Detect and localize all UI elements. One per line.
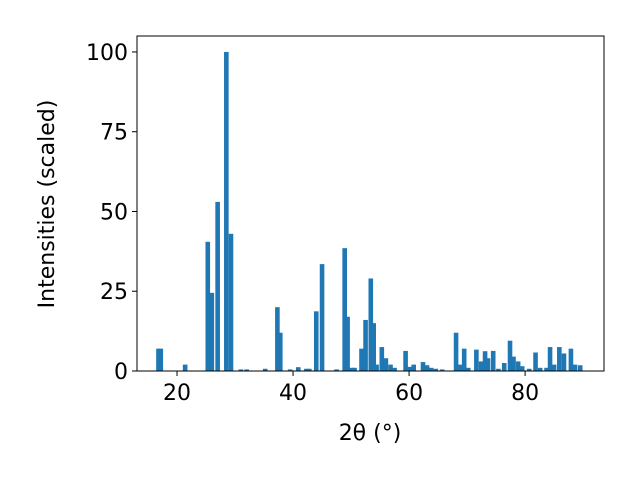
bar [519,366,525,371]
y-axis-label: Intensities (scaled) [35,100,60,309]
y-tick-label: 100 [86,41,128,66]
bar [368,278,374,371]
bar [482,351,488,371]
bar [277,332,283,371]
bar [533,352,538,371]
x-tick-label: 60 [395,381,423,406]
bar [461,348,467,371]
x-tick-label: 40 [279,381,307,406]
bar [420,362,426,371]
bar [349,367,354,371]
bar [224,51,229,371]
bar [306,368,312,371]
bar [490,350,496,371]
bar [515,361,521,371]
bar [304,368,309,371]
bar [352,367,357,371]
x-axis-label: 2θ (°) [339,421,402,446]
bar [287,369,293,371]
y-tick-label: 75 [100,121,128,146]
bar [511,356,516,371]
bar [363,319,368,371]
bar [403,350,408,371]
bar [319,264,325,371]
bar [557,347,562,371]
bar [209,292,215,371]
bar [359,348,364,371]
bar [345,316,350,371]
bar [465,367,471,371]
bar [215,201,220,371]
bar [544,367,549,371]
bar [182,364,188,371]
bar [561,353,567,371]
bar [501,363,507,371]
bar [439,369,445,371]
y-tick-label: 25 [100,280,128,305]
bar [526,368,532,371]
bar [496,368,501,371]
bar [244,369,249,371]
bar [537,367,543,371]
bar [547,347,553,371]
bar [568,348,574,371]
y-tick-label: 50 [100,200,128,225]
bar [379,347,385,371]
bar [158,348,164,371]
bar [507,340,513,371]
bar [478,361,484,371]
bar [342,248,347,371]
bar [228,233,234,371]
bar [485,358,491,371]
x-tick-label: 20 [163,381,191,406]
bar [572,364,578,371]
bar [428,367,434,371]
bar [374,364,379,371]
bar [551,364,557,371]
bar [457,364,463,371]
bar [474,349,479,371]
bar [205,241,211,371]
bar [407,366,412,371]
x-tick-label: 80 [511,381,539,406]
bar [453,332,459,371]
bar [238,369,244,371]
plot-frame [136,35,605,372]
bar [262,368,268,371]
bar [424,365,430,371]
bar [577,365,583,371]
bar [295,367,301,371]
bar [433,368,439,371]
bar [392,367,397,371]
bar [313,311,319,371]
bar [411,364,417,371]
bar [371,323,376,371]
y-tick-label: 0 [114,360,128,385]
bar [275,307,280,371]
bar [383,358,389,371]
bar [156,348,161,371]
bar [334,369,339,371]
bar [388,364,393,371]
